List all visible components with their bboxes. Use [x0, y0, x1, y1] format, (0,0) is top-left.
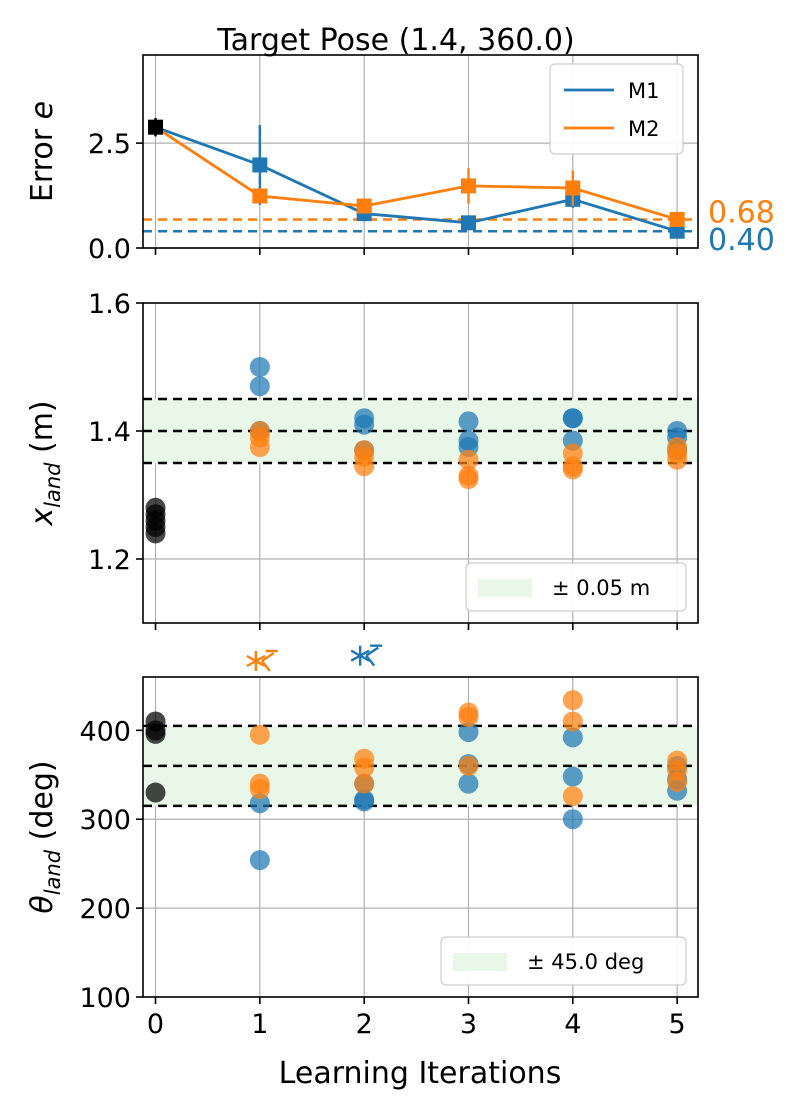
y-tick-label: 400	[79, 716, 131, 747]
data-point-m1	[562, 766, 583, 787]
legend: M1 M2	[549, 63, 684, 155]
legend: ± 0.05 m	[465, 562, 687, 612]
data-point-m2	[354, 456, 375, 477]
data-point-m1	[669, 223, 685, 239]
data-point-m2	[565, 180, 581, 196]
data-point-m1	[562, 727, 583, 748]
y-axis-label-error: Error e	[25, 101, 60, 202]
data-point-m2	[562, 459, 583, 480]
data-point-m2	[252, 188, 268, 204]
y-tick-label: 1.4	[88, 417, 131, 448]
x-tick-label: 0	[147, 1009, 164, 1040]
chart-title: Target Pose (1.4, 360.0)	[216, 23, 574, 58]
outlier-asterisk-stroke	[246, 654, 266, 668]
legend: ± 45.0 deg	[440, 936, 687, 986]
legend-swatch-band	[478, 579, 532, 597]
outlier-marker-m2	[246, 649, 278, 672]
y-tick-label: 300	[79, 805, 131, 836]
panel-error: 0.0 2.5 0.680.40 M1 M2	[88, 54, 775, 265]
legend-label-tolerance: ± 0.05 m	[552, 576, 650, 600]
data-point-initial	[145, 523, 166, 544]
panel-frame	[142, 54, 699, 249]
legend-label-m1: M1	[628, 79, 659, 103]
data-point-m2	[458, 707, 479, 727]
plot-area-error	[143, 117, 698, 239]
legend-swatch-band	[453, 953, 507, 971]
y-tick-label: 100	[79, 983, 131, 1014]
data-point-m2	[458, 449, 479, 470]
series-line-m2	[154, 125, 678, 221]
x-tick-label: 1	[251, 1009, 268, 1040]
data-point-m1	[252, 157, 268, 173]
data-point-m2	[249, 779, 270, 799]
x-tick-label: 3	[460, 1009, 477, 1040]
outlier-asterisk-stroke	[350, 649, 370, 662]
panel-frame	[142, 302, 699, 624]
reference-value-label-m2: 0.68	[708, 195, 775, 230]
data-point-m1	[249, 357, 270, 377]
data-point-m2	[354, 773, 375, 794]
data-point-m1	[249, 376, 270, 397]
data-point-initial	[145, 723, 166, 744]
data-point-m2	[562, 711, 583, 732]
x-tick-label: 5	[669, 1009, 686, 1040]
plot-area-theta	[143, 690, 698, 871]
y-tick-label: 1.2	[88, 545, 131, 576]
data-point-m1	[458, 773, 479, 794]
plot-area-xland	[143, 357, 698, 544]
legend-box	[440, 936, 687, 986]
outlier-tri-stroke	[260, 660, 271, 672]
data-point-m2	[356, 198, 372, 214]
y-tick-label: 200	[79, 894, 131, 925]
legend-label-tolerance: ± 45.0 deg	[527, 950, 644, 974]
data-point-m2	[667, 449, 688, 470]
data-point-m1	[458, 722, 479, 743]
data-point-m2	[562, 786, 583, 807]
panel-xland: 1.2 1.4 1.6 ± 0.05 m	[88, 289, 699, 630]
data-point-initial	[145, 782, 166, 803]
data-point-m1	[562, 408, 583, 429]
series-line-m1	[155, 125, 678, 233]
data-point-m2	[460, 178, 476, 194]
data-point-m1	[354, 791, 375, 812]
panel-frame	[142, 676, 699, 998]
outlier-tri-stroke	[261, 652, 275, 662]
y-axis-label-theta: θland (deg)	[25, 760, 65, 913]
data-point-m2	[562, 690, 583, 711]
outlier-tri-stroke	[365, 646, 379, 657]
data-point-m2	[669, 211, 685, 227]
data-point-m2	[249, 724, 270, 745]
x-tick-label: 2	[356, 1009, 373, 1040]
legend-box	[465, 562, 687, 612]
data-point-m2	[458, 755, 479, 776]
outlier-tri-stroke	[365, 654, 376, 667]
data-point-m2	[458, 469, 479, 489]
data-point-m1	[249, 793, 270, 814]
x-axis-label: Learning Iterations	[279, 1056, 562, 1091]
data-point-m2	[354, 757, 375, 778]
data-point-m1	[460, 215, 476, 231]
legend-box	[549, 63, 684, 155]
legend-label-m2: M2	[628, 117, 659, 141]
data-point-initial	[148, 119, 164, 135]
data-point-m2	[249, 437, 270, 457]
y-axis-label-xland: xland (m)	[25, 400, 65, 526]
data-point-m1	[249, 850, 270, 871]
panel-theta: 0 1 2 3 4 5 100 200 300 400 ± 45.0 deg	[79, 644, 699, 1040]
y-tick-label: 2.5	[88, 129, 131, 160]
reference-value-label-m1: 0.40	[708, 223, 775, 258]
y-tick-label: 0.0	[88, 234, 131, 265]
x-tick-label: 4	[564, 1009, 581, 1040]
y-tick-label: 1.6	[88, 289, 131, 320]
data-point-m1	[562, 809, 583, 830]
data-point-m1	[458, 411, 479, 432]
data-point-m1	[354, 414, 375, 435]
outlier-marker-m1	[350, 644, 383, 667]
data-point-m2	[667, 771, 688, 792]
